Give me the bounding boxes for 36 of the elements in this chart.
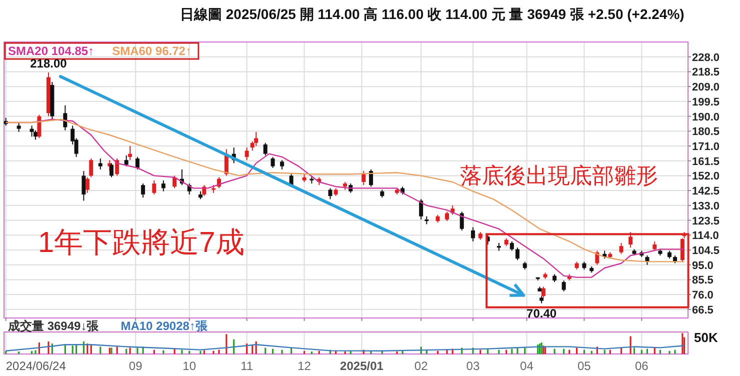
y-tick-label: 152.0 <box>692 170 720 183</box>
chart-title: 日線圖 2025/06/25 開 114.00 高 116.00 收 114.00 元 量 36949 張 +2.50 (+2.24%) <box>180 6 684 22</box>
y-tick-label: 228.0 <box>692 52 720 64</box>
y-tick-label: 114.0 <box>692 230 719 242</box>
x-tick-label: 05 <box>578 359 592 373</box>
x-tick-label: 03 <box>466 359 480 373</box>
annotation: 落底後出現底部雛形 <box>460 163 658 188</box>
x-tick-label: 06 <box>634 359 649 373</box>
y-tick-label: 85.5 <box>692 274 714 287</box>
y-tick-label: 190.0 <box>692 111 720 124</box>
legend: 成交量 36949↓張 MA10 29028↑張 <box>8 319 208 333</box>
y-tick-label: 218.5 <box>692 66 720 79</box>
x-tick-label: 02 <box>414 359 428 373</box>
x-tick-label: 2025/01 <box>340 359 384 373</box>
annotation: 70.40 <box>526 306 557 320</box>
x-tick-label: 2024/06/24 <box>6 359 66 373</box>
x-tick-label: 04 <box>520 359 534 373</box>
y-tick-label: 76.0 <box>692 290 714 302</box>
text: 50K <box>694 330 718 345</box>
y-tick-label: 209.0 <box>692 82 720 94</box>
y-tick-label: 180.5 <box>692 126 720 138</box>
x-tick-label: 12 <box>298 359 312 373</box>
y-tick-label: 133.0 <box>692 200 720 212</box>
y-tick-label: 123.5 <box>692 215 720 228</box>
y-tick-label: 171.0 <box>692 140 720 153</box>
x-tick-label: 09 <box>128 359 143 373</box>
y-tick-label: 199.5 <box>692 96 720 108</box>
legend: SMA20 104.85↑ SMA60 96.72↑ <box>4 42 200 60</box>
y-tick-label: 161.5 <box>692 156 720 168</box>
y-tick-label: 66.5 <box>692 304 714 316</box>
y-tick-label: 95.0 <box>692 260 714 272</box>
y-tick-label: 142.5 <box>692 186 720 198</box>
annotation: 1年下跌將近7成 <box>38 227 244 259</box>
x-tick-label: 11 <box>240 359 254 373</box>
x-tick-label: 10 <box>182 359 196 373</box>
y-tick-label: 104.5 <box>692 244 720 257</box>
